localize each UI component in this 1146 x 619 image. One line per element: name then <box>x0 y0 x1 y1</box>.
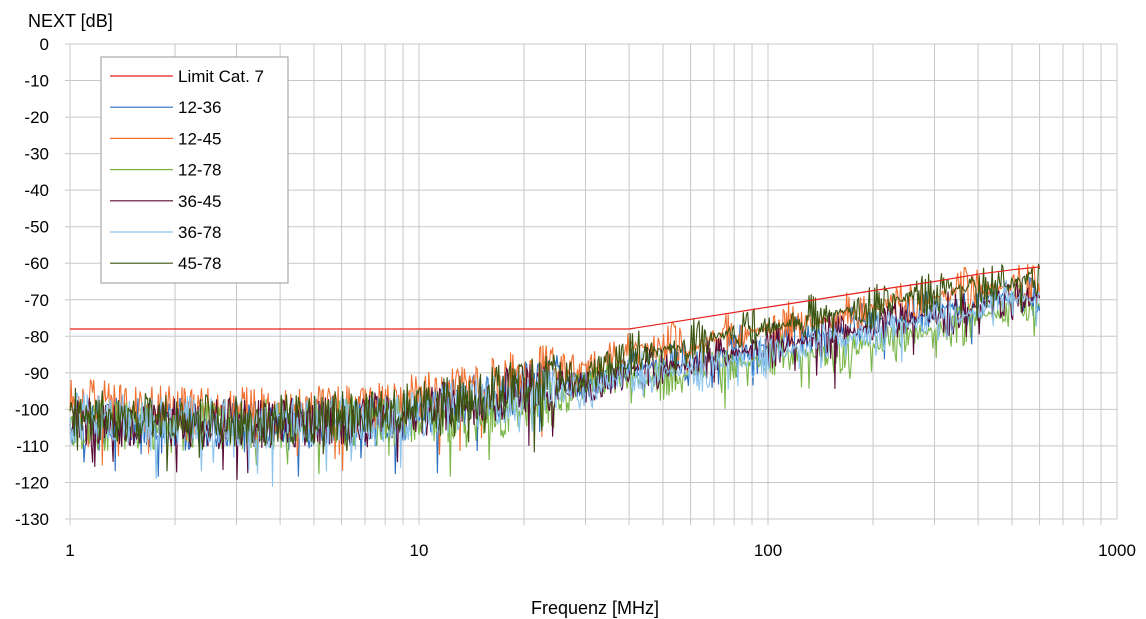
legend-item: 12-78 <box>110 161 221 180</box>
y-tick-label: -70 <box>24 291 49 310</box>
x-axis-title: Frequenz [MHz] <box>531 598 659 618</box>
legend-label: 12-45 <box>178 129 221 148</box>
series-line-36-78 <box>69 279 1040 487</box>
series-line-36-45 <box>69 279 1041 480</box>
legend-item: 36-45 <box>110 192 221 211</box>
y-tick-label: -100 <box>15 400 49 419</box>
y-tick-label: -40 <box>24 181 49 200</box>
legend-item: 36-78 <box>110 223 221 242</box>
x-tick-label: 1 <box>65 541 74 560</box>
y-axis-title: NEXT [dB] <box>28 11 113 31</box>
series-line-45-78 <box>69 263 1041 472</box>
legend-label: 45-78 <box>178 254 221 273</box>
legend-item: 12-36 <box>110 98 221 117</box>
x-tick-labels: 1 10 100 1000 <box>65 541 1136 560</box>
legend-item: 45-78 <box>110 254 221 273</box>
legend-item: Limit Cat. 7 <box>110 67 264 86</box>
legend-label: 12-36 <box>178 98 221 117</box>
x-tick-label: 1000 <box>1098 541 1136 560</box>
y-tick-label: -60 <box>24 254 49 273</box>
series-line-limit <box>70 266 1040 330</box>
legend-label: 36-78 <box>178 223 221 242</box>
x-tick-label: 100 <box>754 541 782 560</box>
y-tick-labels: 0 -10 -20 -30 -40 -50 -60 -70 -80 -90 -100 -110 -120… <box>15 35 49 529</box>
y-tick-label: -130 <box>15 510 49 529</box>
grid <box>65 43 1118 525</box>
y-tick-label: -20 <box>24 108 49 127</box>
legend: Limit Cat. 7 12-36 12-45 12-78 36-45 36-78 45-… <box>100 56 289 284</box>
series-line-12-78 <box>69 282 1041 477</box>
y-tick-label: -80 <box>24 327 49 346</box>
y-tick-label: -30 <box>24 145 49 164</box>
y-tick-label: 0 <box>40 35 49 54</box>
y-tick-label: -90 <box>24 364 49 383</box>
legend-item: 12-45 <box>110 129 221 148</box>
legend-label: Limit Cat. 7 <box>178 67 264 86</box>
legend-label: 12-78 <box>178 161 221 180</box>
y-tick-label: -50 <box>24 218 49 237</box>
y-tick-label: -10 <box>24 72 49 91</box>
legend-label: 36-45 <box>178 192 221 211</box>
y-tick-label: -120 <box>15 473 49 492</box>
series-lines <box>69 263 1041 487</box>
x-tick-label: 10 <box>410 541 429 560</box>
y-tick-label: -110 <box>16 437 49 456</box>
